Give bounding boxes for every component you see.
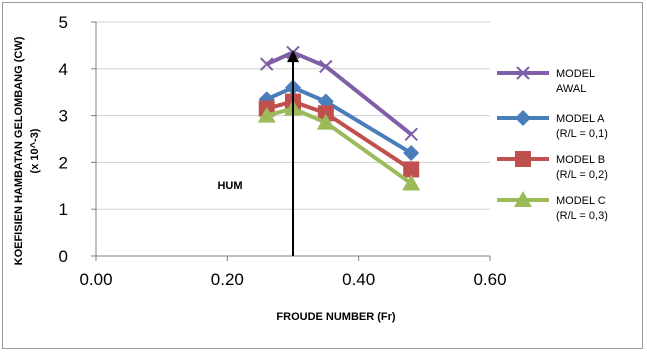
series-line-2 [265, 85, 413, 155]
legend-item-2: MODEL A (R/L = 0,1) [497, 110, 608, 140]
legend-label-1: MODEL [556, 68, 595, 80]
chart-frame [2, 2, 643, 349]
data-point-s1-1-stroke-b [260, 57, 274, 71]
annotation-arrow-head [287, 50, 299, 63]
legend-swatch-marker-1 [516, 66, 530, 80]
y-tick-label-3: 3 [59, 107, 68, 126]
series-line-3 [266, 99, 413, 172]
series-1 [260, 45, 418, 142]
data-point-s4-1 [257, 106, 276, 123]
x-tick-label-0.00: 0.00 [79, 270, 112, 289]
legend-sublabel-1: AWAL [556, 83, 586, 95]
x-tick-label-0.60: 0.60 [473, 270, 506, 289]
data-point-s3-3 [317, 105, 334, 122]
data-point-s1-3 [319, 59, 333, 74]
legend-label-4: MODEL C [556, 195, 606, 207]
legend-item-3: MODEL B (R/L = 0,2) [497, 151, 608, 181]
legend: MODEL AWAL MODEL A (R/L = 0,1) MODEL B (R/L =… [497, 66, 608, 222]
data-point-s3-4 [403, 161, 420, 178]
legend-swatch-marker-2 [515, 110, 531, 126]
y-axis-title: KOEFISIEN HAMBATAN GELOMBANG (CW) [13, 36, 25, 265]
y-axis-unit: (x 10^-3) [29, 128, 41, 173]
legend-item-1: MODEL AWAL [497, 66, 595, 95]
legend-label-2: MODEL A [556, 113, 605, 125]
data-point-s1-4-stroke-b [404, 127, 418, 142]
y-tick-label-2: 2 [59, 153, 68, 172]
data-point-s4-3 [316, 113, 335, 130]
x-tick-label-0.20: 0.20 [211, 270, 244, 289]
data-point-s1-1 [260, 57, 274, 71]
x-tick-label-0.40: 0.40 [342, 270, 375, 289]
legend-label-3: MODEL B [556, 154, 605, 166]
annotation-label: HUM [217, 180, 242, 192]
y-tick-label-1: 1 [59, 200, 68, 219]
legend-sublabel-4: (R/L = 0,3) [556, 210, 608, 222]
series-group [257, 45, 421, 191]
legend-sublabel-2: (R/L = 0,1) [556, 128, 608, 140]
series-3 [258, 93, 420, 178]
tick-labels: 0 1 2 3 4 5 0.00 0.20 0.40 0.60 [59, 13, 507, 289]
x-axis-title: FROUDE NUMBER (Fr) [276, 311, 395, 323]
data-point-s1-3-stroke-b [319, 59, 333, 74]
legend-sublabel-3: (R/L = 0,2) [556, 169, 608, 181]
legend-item-4: MODEL C (R/L = 0,3) [497, 191, 608, 222]
y-tick-label-4: 4 [59, 60, 68, 79]
data-point-s1-4 [404, 127, 418, 142]
legend-swatch-marker-1-stroke-b [516, 66, 530, 80]
series-line-1 [265, 50, 413, 136]
data-point-s2-4 [403, 145, 420, 162]
legend-swatch-marker-4 [514, 191, 532, 207]
annotation-group: HUM [217, 50, 299, 256]
y-tick-label-0: 0 [59, 247, 68, 266]
legend-swatch-marker-3 [515, 151, 531, 167]
data-point-s4-4 [402, 174, 421, 191]
y-tick-label-5: 5 [59, 13, 68, 32]
series-line-4 [266, 106, 413, 186]
